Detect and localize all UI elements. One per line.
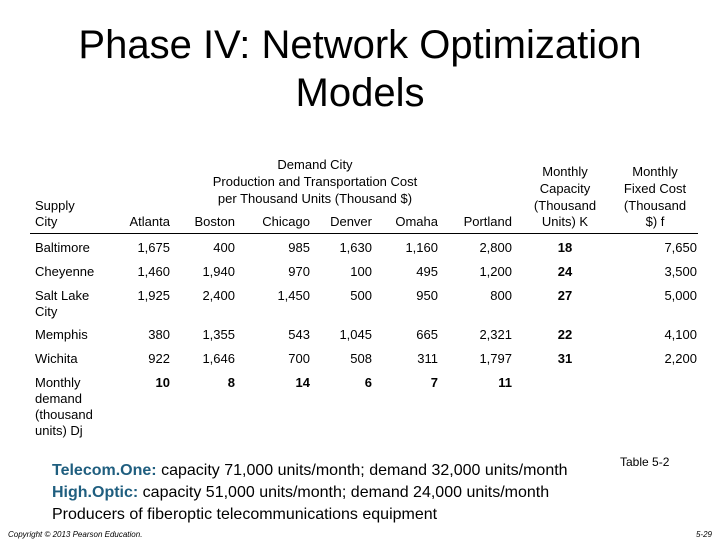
cost-cell: 1,160 bbox=[405, 240, 438, 255]
cost-cell: 2,800 bbox=[479, 240, 512, 255]
capacity-cell: 31 bbox=[557, 351, 573, 366]
demand-cell: 8 bbox=[227, 375, 235, 390]
capacity-header-line-3: (Thousand bbox=[533, 198, 597, 213]
supply-city: Salt Lake bbox=[35, 288, 90, 303]
fixed-cost-header-line-4: $) f bbox=[645, 214, 665, 229]
demand-city-header: Chicago bbox=[262, 214, 310, 229]
cost-cell: 800 bbox=[490, 288, 512, 303]
cost-cell: 1,646 bbox=[202, 351, 235, 366]
fixed-cost-header-line-2: Fixed Cost bbox=[623, 181, 687, 196]
note-line-1: Telecom.One: capacity 71,000 units/month… bbox=[52, 460, 568, 481]
group-header-line-2: Production and Transportation Cost bbox=[212, 174, 418, 189]
cost-cell: 508 bbox=[350, 351, 372, 366]
supply-header-line-1: Supply bbox=[35, 198, 75, 213]
capacity-header-line-2: Capacity bbox=[539, 181, 591, 196]
note-line-3: Producers of fiberoptic telecommunicatio… bbox=[52, 506, 438, 523]
cost-cell: 1,450 bbox=[277, 288, 310, 303]
fixed-cost-cell: 2,200 bbox=[664, 351, 697, 366]
slide-title-line-1: Phase IV: Network Optimization bbox=[78, 23, 642, 67]
demand-cell: 11 bbox=[498, 375, 512, 390]
fixed-cost-cell: 7,650 bbox=[664, 240, 697, 255]
demand-label-line-4: units) Dj bbox=[35, 423, 83, 438]
demand-label-line-2: demand bbox=[35, 391, 82, 406]
cost-cell: 2,321 bbox=[479, 327, 512, 342]
capacity-cell: 24 bbox=[557, 264, 573, 279]
demand-label-line-1: Monthly bbox=[35, 375, 81, 390]
cost-cell: 1,675 bbox=[137, 240, 170, 255]
supply-city: Baltimore bbox=[35, 240, 90, 255]
fixed-cost-header-line-1: Monthly bbox=[632, 164, 678, 179]
demand-cell: 7 bbox=[430, 375, 438, 390]
cost-cell: 1,460 bbox=[137, 264, 170, 279]
cost-cell: 500 bbox=[350, 288, 372, 303]
company-name: High.Optic: bbox=[52, 484, 139, 501]
note-text: capacity 71,000 units/month; demand 32,0… bbox=[156, 462, 568, 479]
cost-cell: 1,925 bbox=[137, 288, 170, 303]
capacity-cell: 27 bbox=[557, 288, 573, 303]
demand-city-header: Portland bbox=[463, 214, 512, 229]
cost-cell: 1,797 bbox=[479, 351, 512, 366]
cost-cell: 1,045 bbox=[339, 327, 372, 342]
demand-city-header: Omaha bbox=[395, 214, 438, 229]
capacity-header-line-1: Monthly bbox=[542, 164, 588, 179]
page-number: 5-29 bbox=[695, 530, 712, 539]
cost-cell: 100 bbox=[350, 264, 372, 279]
slide-title-line-2: Models bbox=[295, 71, 425, 115]
demand-cell: 14 bbox=[295, 375, 310, 390]
cost-cell: 1,200 bbox=[479, 264, 512, 279]
fixed-cost-cell: 5,000 bbox=[664, 288, 697, 303]
supply-city: Wichita bbox=[35, 351, 78, 366]
capacity-header-line-4: Units) K bbox=[541, 214, 589, 229]
fixed-cost-header-line-3: (Thousand bbox=[623, 198, 687, 213]
cost-cell: 1,630 bbox=[339, 240, 372, 255]
group-header-line-3: per Thousand Units (Thousand $) bbox=[217, 191, 413, 206]
cost-cell: 985 bbox=[288, 240, 310, 255]
cost-cell: 495 bbox=[416, 264, 438, 279]
cost-cell: 400 bbox=[213, 240, 235, 255]
cost-cell: 2,400 bbox=[202, 288, 235, 303]
cost-cell: 1,355 bbox=[202, 327, 235, 342]
demand-cell: 6 bbox=[364, 375, 372, 390]
cost-cell: 970 bbox=[288, 264, 310, 279]
supply-header-line-2: City bbox=[35, 214, 58, 229]
cost-cell: 543 bbox=[288, 327, 310, 342]
demand-cell: 10 bbox=[155, 375, 170, 390]
supply-city-line-2: City bbox=[35, 304, 58, 319]
capacity-cell: 18 bbox=[557, 240, 573, 255]
cost-cell: 665 bbox=[416, 327, 438, 342]
demand-city-header: Denver bbox=[330, 214, 372, 229]
cost-cell: 922 bbox=[148, 351, 170, 366]
table-reference: Table 5-2 bbox=[620, 455, 670, 469]
note-text: capacity 51,000 units/month; demand 24,0… bbox=[138, 484, 550, 501]
group-header-line-1: Demand City bbox=[277, 157, 353, 172]
company-name: Telecom.One: bbox=[52, 462, 157, 479]
demand-city-header: Atlanta bbox=[129, 214, 170, 229]
fixed-cost-cell: 3,500 bbox=[664, 264, 697, 279]
fixed-cost-cell: 4,100 bbox=[664, 327, 697, 342]
cost-cell: 380 bbox=[148, 327, 170, 342]
cost-cell: 311 bbox=[417, 351, 438, 366]
demand-label-line-3: (thousand bbox=[35, 407, 93, 422]
demand-city-header: Boston bbox=[194, 214, 235, 229]
supply-city: Memphis bbox=[35, 327, 88, 342]
cost-cell: 700 bbox=[288, 351, 310, 366]
capacity-cell: 22 bbox=[557, 327, 573, 342]
cost-cell: 950 bbox=[416, 288, 438, 303]
note-line-2: High.Optic: capacity 51,000 units/month;… bbox=[52, 482, 549, 503]
supply-city: Cheyenne bbox=[35, 264, 95, 279]
copyright: Copyright © 2013 Pearson Education. bbox=[8, 530, 143, 539]
cost-cell: 1,940 bbox=[202, 264, 235, 279]
header-rule bbox=[30, 233, 698, 234]
